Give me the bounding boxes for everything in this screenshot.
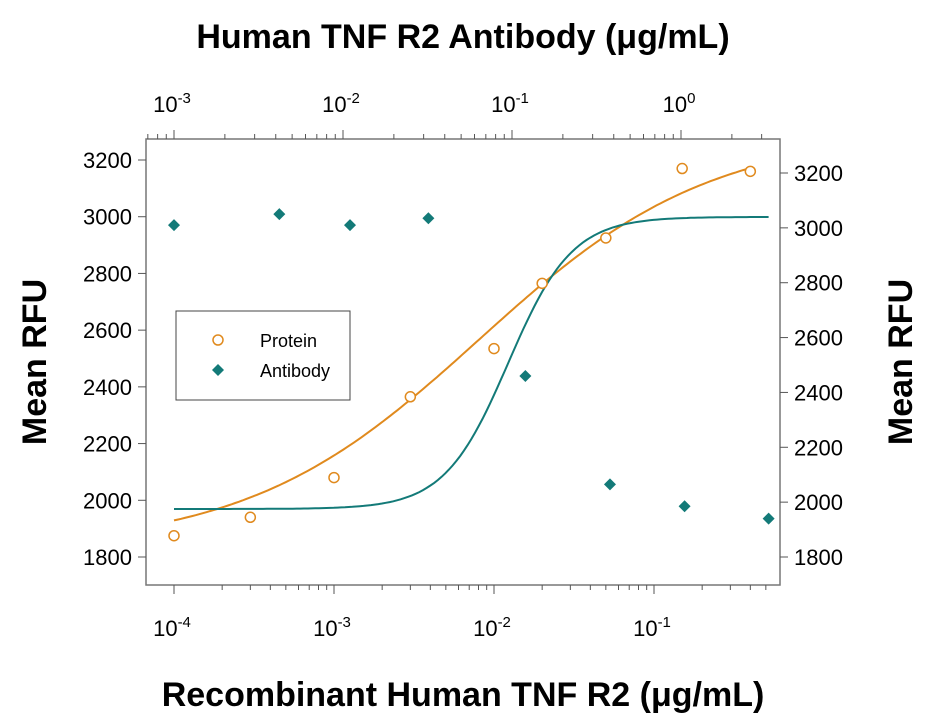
right-tick-label: 2400 xyxy=(794,380,843,405)
tick-label: 10-3 xyxy=(153,90,191,117)
right-tick-label: 2000 xyxy=(794,490,843,515)
antibody-data-point xyxy=(603,478,616,491)
legend-protein-label: Protein xyxy=(260,331,317,351)
tick-label: 10-1 xyxy=(633,614,671,641)
antibody-data-point xyxy=(762,512,775,525)
tick-label: 10-1 xyxy=(491,90,529,117)
protein-data-point xyxy=(536,277,548,290)
plot-frame xyxy=(145,138,781,586)
fit-curves xyxy=(173,167,769,522)
protein-data-point xyxy=(168,529,180,542)
top-axis-title: Human TNF R2 Antibody (μg/mL) xyxy=(196,18,729,56)
right-tick-label: 3200 xyxy=(794,161,843,186)
data-points xyxy=(168,162,775,542)
left-tick-label: 2200 xyxy=(83,432,132,457)
antibody-data-point xyxy=(273,208,286,221)
bottom-axis: 10-4 10-3 10-2 10-1 xyxy=(153,585,767,641)
protein-data-point xyxy=(600,232,612,244)
tick-label: 10-4 xyxy=(153,614,191,641)
antibody-data-point xyxy=(168,219,180,232)
antibody-data-point xyxy=(519,369,532,382)
tick-label: 10-3 xyxy=(313,614,351,641)
left-axis: 1800 2000 2200 2400 2600 2800 3000 3200 xyxy=(83,148,146,570)
right-tick-label: 1800 xyxy=(794,545,843,570)
antibody-data-point xyxy=(678,500,691,513)
right-axis: 1800 2000 2200 2400 2600 2800 3000 3200 xyxy=(780,161,843,570)
antibody-data-point xyxy=(422,212,435,225)
protein-data-point xyxy=(488,342,500,355)
right-tick-label: 2800 xyxy=(794,271,843,296)
protein-data-point xyxy=(404,391,417,403)
right-tick-label: 2600 xyxy=(794,326,843,351)
tick-label: 100 xyxy=(663,90,696,117)
antibody-fit-curve xyxy=(174,216,769,510)
legend: Protein Antibody xyxy=(175,310,351,401)
bottom-axis-title: Recombinant Human TNF R2 (μg/mL) xyxy=(162,676,765,714)
antibody-data-point xyxy=(343,219,356,232)
right-tick-label: 3000 xyxy=(794,216,843,241)
left-tick-label: 2000 xyxy=(83,488,132,513)
protein-data-point xyxy=(328,471,340,484)
left-tick-label: 1800 xyxy=(83,545,132,570)
left-tick-label: 2800 xyxy=(83,261,132,286)
protein-fit-curve xyxy=(173,167,751,522)
protein-data-point xyxy=(244,511,257,524)
left-tick-label: 3200 xyxy=(83,148,132,173)
legend-protein-marker xyxy=(212,334,224,346)
protein-data-point xyxy=(676,162,688,175)
left-axis-title: Mean RFU xyxy=(16,279,54,445)
right-axis-title: Mean RFU xyxy=(882,279,920,445)
tick-label: 10-2 xyxy=(322,90,360,117)
left-tick-label: 3000 xyxy=(83,205,132,230)
right-tick-label: 2200 xyxy=(794,435,843,460)
tick-label: 10-2 xyxy=(473,614,511,641)
legend-antibody-label: Antibody xyxy=(260,361,330,381)
left-tick-label: 2600 xyxy=(83,318,132,343)
top-axis: 10-3 10-2 10-1 100 xyxy=(147,90,763,139)
protein-data-point xyxy=(744,165,757,178)
legend-box xyxy=(175,310,351,401)
legend-antibody-marker xyxy=(212,364,224,376)
left-tick-label: 2400 xyxy=(83,375,132,400)
